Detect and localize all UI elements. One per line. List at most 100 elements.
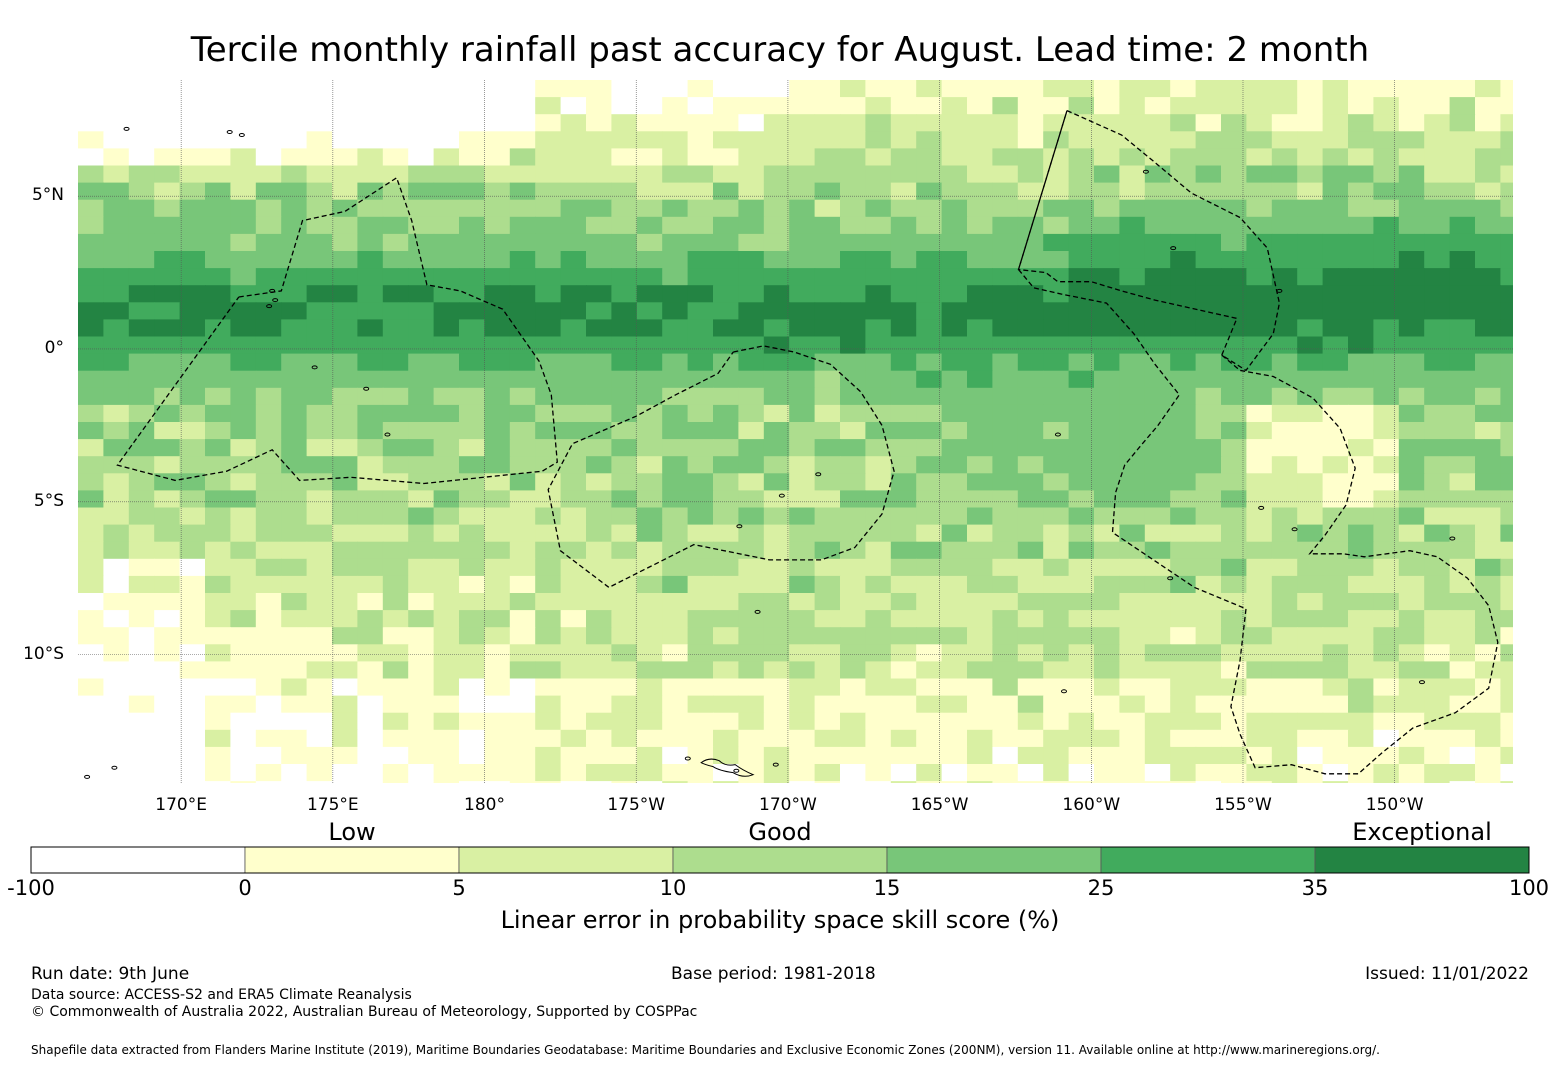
issued-date: Issued: 11/01/2022 xyxy=(1365,964,1529,984)
grid-cell xyxy=(1068,695,1095,714)
grid-cell xyxy=(1424,695,1451,714)
grid-cell xyxy=(992,764,1019,782)
grid-cell xyxy=(459,644,485,662)
grid-cell xyxy=(1271,712,1298,731)
grid-cell xyxy=(560,370,587,389)
grid-cell xyxy=(814,336,841,355)
grid-cell xyxy=(1322,370,1349,389)
grid-cell xyxy=(865,353,892,372)
grid-cell xyxy=(1424,729,1451,748)
grid-cell xyxy=(687,456,714,474)
grid-cell xyxy=(357,268,384,286)
grid-cell xyxy=(916,268,943,286)
grid-cell xyxy=(738,216,765,235)
grid-cell xyxy=(941,746,968,765)
grid-cell xyxy=(484,661,511,680)
grid-cell xyxy=(230,746,257,765)
grid-cell xyxy=(1246,781,1273,783)
grid-cell xyxy=(255,575,282,594)
grid-cell xyxy=(1500,746,1513,765)
grid-cell xyxy=(1398,661,1425,680)
grid-cell xyxy=(332,199,358,218)
grid-cell xyxy=(281,165,308,184)
grid-cell xyxy=(154,524,181,543)
grid-cell xyxy=(1195,558,1222,577)
grid-cell xyxy=(1348,695,1374,714)
grid-cell xyxy=(687,644,714,662)
grid-cell xyxy=(230,182,257,201)
grid-cell xyxy=(1068,336,1095,355)
grid-cell xyxy=(535,268,562,286)
grid-cell xyxy=(1373,114,1400,132)
grid-cell xyxy=(484,764,511,782)
grid-cell xyxy=(1246,336,1273,355)
grid-cell xyxy=(128,336,155,355)
grid-cell xyxy=(1170,661,1197,680)
grid-cell xyxy=(687,558,714,577)
grid-cell xyxy=(916,695,943,714)
grid-cell xyxy=(78,661,104,680)
grid-cell xyxy=(205,233,231,252)
colorbar-tick-label: -100 xyxy=(7,876,55,900)
grid-cell xyxy=(1221,319,1247,338)
grid-cell xyxy=(1271,764,1298,782)
grid-cell xyxy=(713,268,739,286)
grid-cell xyxy=(1271,746,1298,765)
grid-cell xyxy=(890,541,917,560)
grid-cell xyxy=(687,131,714,149)
grid-cell xyxy=(1170,456,1197,474)
grid-cell xyxy=(459,558,485,577)
grid-cell xyxy=(586,524,612,543)
grid-cell xyxy=(154,131,181,149)
eez-boundary xyxy=(1017,110,1281,372)
grid-cell xyxy=(306,764,333,782)
grid-cell xyxy=(1068,97,1095,115)
grid-cell xyxy=(1119,456,1146,474)
grid-cell xyxy=(128,627,155,645)
grid-cell xyxy=(1170,644,1197,662)
grid-cell xyxy=(586,764,612,782)
longitude-label: 155°W xyxy=(1214,795,1272,815)
grid-cell xyxy=(890,746,917,765)
grid-cell xyxy=(1094,199,1120,218)
grid-cell xyxy=(586,644,612,662)
grid-cell xyxy=(1271,524,1298,543)
grid-cell xyxy=(1449,661,1476,680)
grid-cell xyxy=(1475,439,1501,457)
grid-cell xyxy=(1221,302,1247,320)
grid-cell xyxy=(205,439,231,457)
grid-cell xyxy=(1221,80,1247,98)
grid-cell xyxy=(1017,251,1044,269)
grid-cell xyxy=(636,661,663,680)
grid-cell xyxy=(992,387,1019,406)
grid-cell xyxy=(789,781,816,783)
grid-cell xyxy=(916,302,943,320)
grid-cell xyxy=(255,199,282,218)
grid-cell xyxy=(1449,302,1476,320)
grid-cell xyxy=(1043,182,1070,201)
island-outline xyxy=(1054,432,1061,437)
grid-cell xyxy=(103,746,130,765)
grid-cell xyxy=(509,473,536,491)
grid-cell xyxy=(586,148,612,167)
island-outline xyxy=(1258,505,1265,510)
grid-cell xyxy=(1144,507,1171,526)
grid-cell xyxy=(509,439,536,457)
grid-cell xyxy=(484,302,511,320)
grid-cell xyxy=(662,422,689,440)
grid-cell xyxy=(865,336,892,355)
grid-cell xyxy=(332,524,358,543)
grid-cell xyxy=(814,370,841,389)
grid-cell xyxy=(255,370,282,389)
grid-cell xyxy=(382,507,409,526)
grid-cell xyxy=(1424,165,1451,184)
coastlines xyxy=(84,126,1456,779)
grid-cell xyxy=(382,661,409,680)
grid-cell xyxy=(408,302,435,320)
grid-cell xyxy=(916,387,943,406)
grid-cell xyxy=(459,404,485,423)
grid-cell xyxy=(1424,353,1451,372)
grid-cell xyxy=(484,524,511,543)
grid-cell xyxy=(967,712,993,731)
grid-cell xyxy=(1424,627,1451,645)
